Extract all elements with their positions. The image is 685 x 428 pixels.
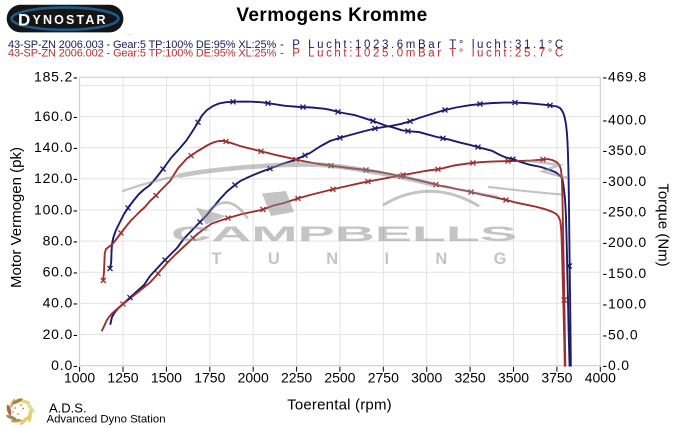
svg-text:0.0-: 0.0- [51, 357, 78, 373]
svg-text:Toerental (rpm): Toerental (rpm) [287, 397, 392, 414]
svg-text:185.2-: 185.2- [34, 69, 79, 85]
svg-text:- P Lucht:1025.0mBar T° lucht:: - P Lucht:1025.0mBar T° lucht:25.7°C [280, 48, 566, 60]
svg-text:Advanced Dyno Station: Advanced Dyno Station [47, 414, 166, 426]
svg-text:120.0-: 120.0- [34, 170, 79, 186]
svg-text:43-SP-ZN 2006.003 - Gear:5 TP:: 43-SP-ZN 2006.003 - Gear:5 TP:100% DE:95… [8, 39, 276, 51]
svg-text:2250: 2250 [281, 370, 312, 386]
svg-text:-200.0: -200.0 [603, 234, 648, 250]
svg-text:60.0-: 60.0- [43, 264, 79, 280]
svg-text:3500: 3500 [498, 370, 529, 386]
svg-text:-250.0: -250.0 [603, 204, 648, 220]
svg-text:2500: 2500 [324, 370, 355, 386]
svg-text:-469.8: -469.8 [603, 69, 648, 85]
svg-text:1250: 1250 [107, 370, 138, 386]
svg-text:3250: 3250 [455, 370, 486, 386]
svg-text:1500: 1500 [151, 370, 182, 386]
svg-text:80.0-: 80.0- [43, 232, 79, 248]
svg-text:-100.0: -100.0 [603, 296, 648, 312]
svg-text:20.0-: 20.0- [43, 326, 79, 342]
svg-text:Torque (Nm): Torque (Nm) [655, 183, 672, 266]
svg-text:CAMPBELLS: CAMPBELLS [171, 223, 517, 246]
svg-text:3750: 3750 [541, 370, 572, 386]
svg-text:100.0-: 100.0- [34, 201, 79, 217]
svg-text:43-SP-ZN 2006.002 - Gear:5 TP:: 43-SP-ZN 2006.002 - Gear:5 TP:100% DE:95… [8, 48, 276, 60]
svg-text:-300.0: -300.0 [603, 173, 648, 189]
svg-text:40.0-: 40.0- [43, 295, 79, 311]
svg-text:-0.0: -0.0 [603, 357, 630, 373]
svg-text:2000: 2000 [238, 370, 269, 386]
svg-text:YNOSTAR: YNOSTAR [33, 13, 108, 27]
svg-text:-50.0: -50.0 [603, 326, 639, 342]
svg-text:-400.0: -400.0 [603, 111, 648, 127]
svg-text:A.D.S.: A.D.S. [49, 401, 87, 416]
svg-text:1000: 1000 [64, 370, 95, 386]
svg-text:-150.0: -150.0 [603, 265, 648, 281]
svg-text:140.0-: 140.0- [34, 139, 79, 155]
svg-text:-350.0: -350.0 [603, 142, 648, 158]
svg-text:- P Lucht:1023.6mBar T° lucht:: - P Lucht:1023.6mBar T° lucht:31.1°C [280, 39, 566, 51]
svg-text:······: ······ [125, 32, 133, 37]
svg-text:3000: 3000 [411, 370, 442, 386]
svg-text:1750: 1750 [194, 370, 225, 386]
svg-text:Motor Vermogen (pk): Motor Vermogen (pk) [8, 147, 25, 288]
svg-text:2750: 2750 [368, 370, 399, 386]
svg-text:D: D [18, 11, 30, 30]
svg-text:4000: 4000 [585, 370, 616, 386]
svg-text:Vermogens Kromme: Vermogens Kromme [236, 5, 427, 26]
svg-text:160.0-: 160.0- [34, 108, 79, 124]
